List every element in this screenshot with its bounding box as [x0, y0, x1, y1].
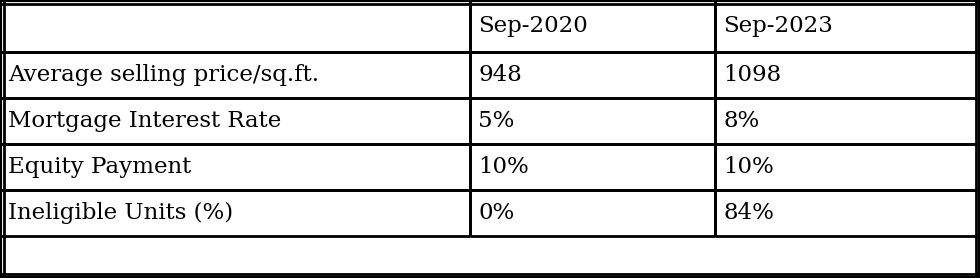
Text: 10%: 10%: [478, 156, 529, 178]
Bar: [470, 144, 715, 190]
Text: Mortgage Interest Rate: Mortgage Interest Rate: [8, 110, 281, 132]
Text: 84%: 84%: [723, 202, 774, 224]
Text: 8%: 8%: [723, 110, 760, 132]
Bar: [715, 190, 980, 236]
Bar: [715, 144, 980, 190]
Bar: [470, 52, 715, 98]
Text: 0%: 0%: [478, 202, 514, 224]
Text: Sep-2020: Sep-2020: [478, 15, 588, 37]
Text: 10%: 10%: [723, 156, 774, 178]
Text: 5%: 5%: [478, 110, 514, 132]
Bar: [0, 190, 470, 236]
Bar: [470, 0, 715, 52]
Bar: [715, 0, 980, 52]
Bar: [470, 98, 715, 144]
Text: Sep-2023: Sep-2023: [723, 15, 833, 37]
Text: 1098: 1098: [723, 64, 781, 86]
Bar: [715, 52, 980, 98]
Text: Equity Payment: Equity Payment: [8, 156, 191, 178]
Text: 948: 948: [478, 64, 521, 86]
Bar: [0, 98, 470, 144]
Bar: [0, 52, 470, 98]
Bar: [0, 0, 470, 52]
Bar: [470, 190, 715, 236]
Text: Average selling price/sq.ft.: Average selling price/sq.ft.: [8, 64, 319, 86]
Bar: [715, 98, 980, 144]
Bar: [0, 144, 470, 190]
Text: Ineligible Units (%): Ineligible Units (%): [8, 202, 233, 224]
